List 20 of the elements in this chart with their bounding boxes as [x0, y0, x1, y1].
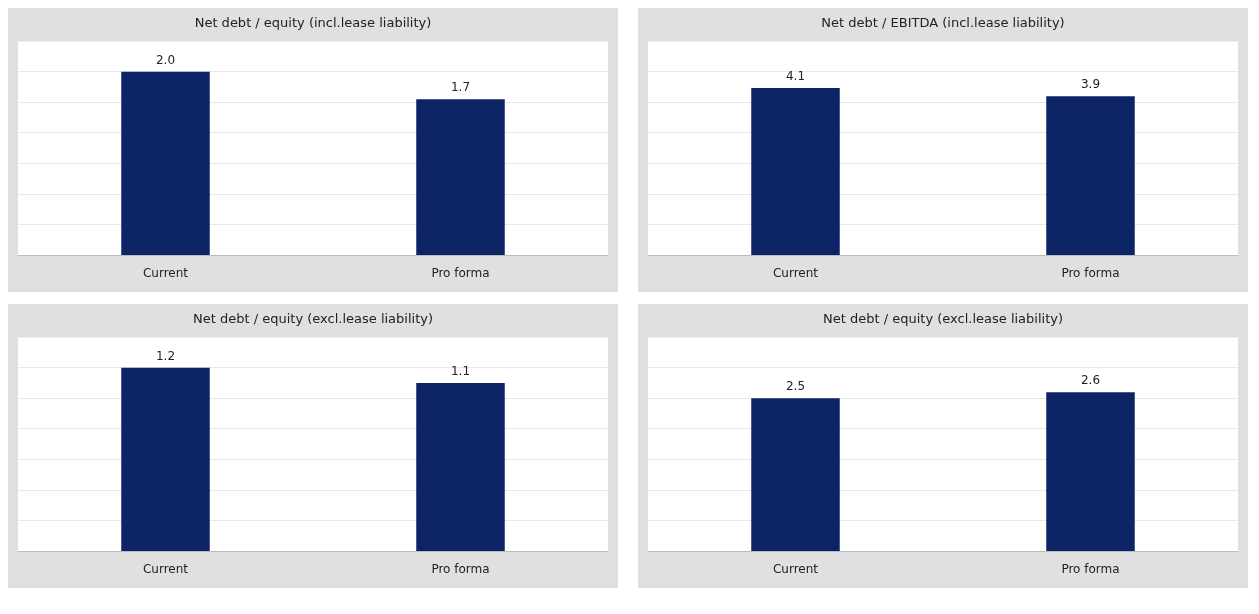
- x-tick-label: Pro forma: [1061, 561, 1120, 576]
- x-tick-label: Pro forma: [431, 265, 490, 280]
- data-label: 4.1: [785, 69, 806, 84]
- chart-title: Net debt / equity (excl.lease liability): [822, 311, 1064, 327]
- x-tick-label: Current: [142, 265, 189, 280]
- x-tick-label: Pro forma: [1061, 265, 1120, 280]
- chart-title: Net debt / equity (excl.lease liability): [192, 311, 434, 327]
- chart-title: Net debt / EBITDA (incl.lease liability): [821, 15, 1065, 31]
- data-label: 1.7: [450, 80, 471, 95]
- data-label: 2.6: [1080, 373, 1101, 388]
- x-tick-label: Current: [772, 265, 819, 280]
- data-label: 2.0: [155, 52, 176, 67]
- data-label: 1.2: [155, 348, 176, 363]
- x-tick-label: Current: [772, 561, 819, 576]
- data-label: 1.1: [450, 364, 471, 379]
- x-tick-label: Pro forma: [431, 561, 490, 576]
- x-tick-label: Current: [142, 561, 189, 576]
- chart-title: Net debt / equity (incl.lease liability): [194, 15, 432, 31]
- data-label: 2.5: [785, 379, 806, 394]
- data-label: 3.9: [1080, 77, 1101, 92]
